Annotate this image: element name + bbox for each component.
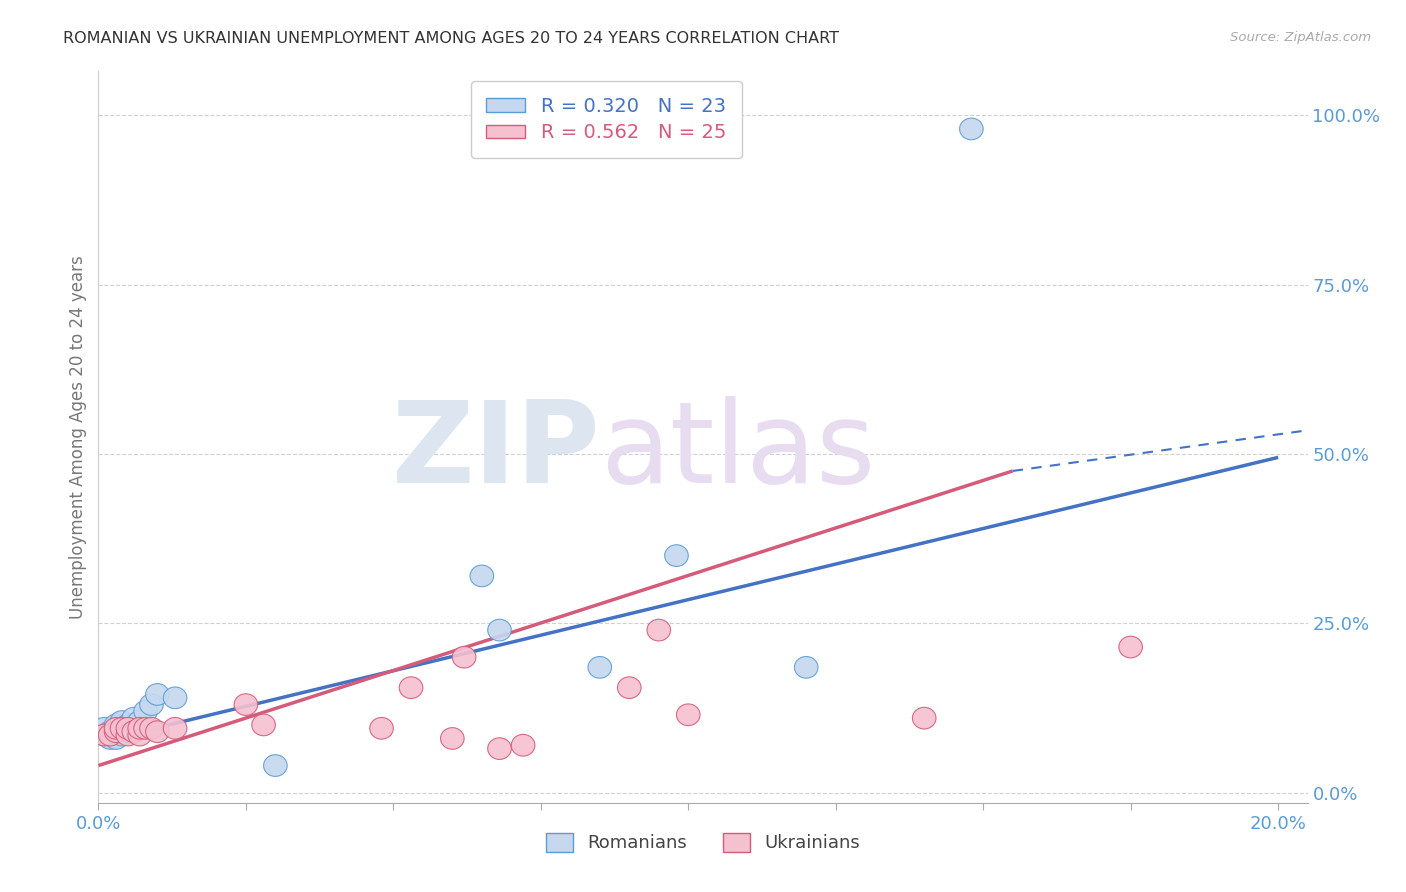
Ellipse shape — [128, 724, 152, 746]
Ellipse shape — [665, 545, 689, 566]
Ellipse shape — [912, 707, 936, 729]
Ellipse shape — [233, 694, 257, 715]
Legend: Romanians, Ukrainians: Romanians, Ukrainians — [538, 826, 868, 860]
Ellipse shape — [512, 734, 534, 756]
Ellipse shape — [104, 714, 128, 736]
Ellipse shape — [104, 728, 128, 749]
Ellipse shape — [139, 717, 163, 739]
Ellipse shape — [110, 717, 134, 739]
Ellipse shape — [134, 717, 157, 739]
Ellipse shape — [399, 677, 423, 698]
Ellipse shape — [163, 687, 187, 708]
Ellipse shape — [98, 724, 122, 746]
Ellipse shape — [146, 683, 169, 706]
Ellipse shape — [117, 717, 139, 739]
Ellipse shape — [647, 619, 671, 641]
Ellipse shape — [252, 714, 276, 736]
Ellipse shape — [128, 717, 152, 739]
Text: ZIP: ZIP — [392, 396, 600, 508]
Text: atlas: atlas — [600, 396, 876, 508]
Ellipse shape — [98, 728, 122, 749]
Ellipse shape — [146, 721, 169, 742]
Ellipse shape — [122, 721, 146, 742]
Ellipse shape — [117, 717, 139, 739]
Ellipse shape — [93, 717, 117, 739]
Ellipse shape — [440, 728, 464, 749]
Ellipse shape — [676, 704, 700, 725]
Ellipse shape — [139, 694, 163, 715]
Ellipse shape — [104, 717, 128, 739]
Ellipse shape — [1119, 636, 1143, 658]
Ellipse shape — [134, 700, 157, 723]
Y-axis label: Unemployment Among Ages 20 to 24 years: Unemployment Among Ages 20 to 24 years — [69, 255, 87, 619]
Ellipse shape — [117, 721, 139, 742]
Ellipse shape — [163, 717, 187, 739]
Ellipse shape — [588, 657, 612, 678]
Ellipse shape — [794, 657, 818, 678]
Ellipse shape — [93, 724, 117, 746]
Ellipse shape — [104, 721, 128, 742]
Ellipse shape — [110, 717, 134, 739]
Text: Source: ZipAtlas.com: Source: ZipAtlas.com — [1230, 31, 1371, 45]
Ellipse shape — [117, 714, 139, 736]
Ellipse shape — [370, 717, 394, 739]
Ellipse shape — [488, 619, 512, 641]
Ellipse shape — [453, 647, 475, 668]
Text: ROMANIAN VS UKRAINIAN UNEMPLOYMENT AMONG AGES 20 TO 24 YEARS CORRELATION CHART: ROMANIAN VS UKRAINIAN UNEMPLOYMENT AMONG… — [63, 31, 839, 46]
Ellipse shape — [122, 707, 146, 729]
Ellipse shape — [104, 721, 128, 742]
Ellipse shape — [470, 566, 494, 587]
Ellipse shape — [959, 118, 983, 140]
Ellipse shape — [93, 724, 117, 746]
Ellipse shape — [117, 724, 139, 746]
Ellipse shape — [122, 714, 146, 736]
Ellipse shape — [110, 711, 134, 732]
Ellipse shape — [617, 677, 641, 698]
Ellipse shape — [488, 738, 512, 759]
Ellipse shape — [128, 711, 152, 732]
Ellipse shape — [263, 755, 287, 776]
Ellipse shape — [98, 721, 122, 742]
Ellipse shape — [110, 724, 134, 746]
